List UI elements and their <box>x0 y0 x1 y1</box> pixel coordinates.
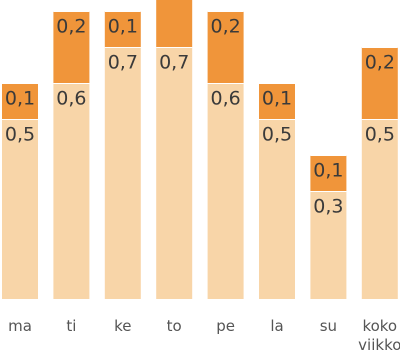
data-label-top-1: 0,2 <box>56 16 86 38</box>
data-label-base-2: 0,7 <box>108 52 138 74</box>
data-label-top-0: 0,1 <box>5 88 35 110</box>
data-label-top-6: 0,1 <box>313 160 343 182</box>
bar-segment-top-3 <box>156 0 193 47</box>
data-label-base-7: 0,5 <box>365 124 395 146</box>
bar-segment-top-0 <box>2 83 38 119</box>
data-label-base-5: 0,5 <box>262 124 292 146</box>
category-label-1: ti <box>66 317 76 335</box>
data-label-top-7: 0,2 <box>365 52 395 74</box>
data-label-top-3: 0,2 <box>159 0 189 2</box>
category-label-4: pe <box>216 317 235 335</box>
category-label-line: to <box>167 317 182 335</box>
data-label-top-4: 0,2 <box>210 16 240 38</box>
category-label-line: su <box>320 317 337 335</box>
category-labels-layer: ma ti ke to pe la su koko viikko <box>8 317 400 354</box>
bar-segment-base-3 <box>156 47 193 299</box>
category-label-6: su <box>320 317 337 335</box>
category-label-line: ma <box>8 317 32 335</box>
bar-segment-top-4 <box>207 11 244 83</box>
data-labels-layer: 0,5 0,1 0,6 0,2 0,7 0,1 0,7 0,2 0,6 0,2 0,5 0,1 0,3 0… <box>5 0 395 218</box>
bar-segment-base-6 <box>310 191 347 299</box>
bar-segment-base-4 <box>207 83 244 299</box>
category-label-line: koko <box>362 317 397 335</box>
bar-segment-base-1 <box>53 83 90 299</box>
bar-segment-top-7 <box>361 47 398 119</box>
bars-layer <box>2 0 398 299</box>
bar-segment-base-0 <box>2 119 38 299</box>
bar-segment-base-5 <box>259 119 295 299</box>
data-label-top-2: 0,1 <box>108 16 138 38</box>
data-label-top-5: 0,1 <box>262 88 292 110</box>
category-label-line: la <box>270 317 283 335</box>
bar-segment-top-1 <box>53 11 90 83</box>
data-label-base-6: 0,3 <box>313 196 343 218</box>
data-label-base-1: 0,6 <box>56 88 86 110</box>
category-label-line: ti <box>66 317 76 335</box>
category-label-line: pe <box>216 317 235 335</box>
data-label-base-4: 0,6 <box>210 88 240 110</box>
bar-segment-base-2 <box>104 47 141 299</box>
bar-segment-top-2 <box>104 11 141 47</box>
category-label-5: la <box>270 317 283 335</box>
bar-segment-base-7 <box>361 119 398 299</box>
data-label-base-3: 0,7 <box>159 52 189 74</box>
category-label-0: ma <box>8 317 32 335</box>
category-label-line: viikko <box>358 336 400 354</box>
data-label-base-0: 0,5 <box>5 124 35 146</box>
category-label-2: ke <box>114 317 131 335</box>
bar-segment-top-5 <box>259 83 295 119</box>
category-label-7: koko viikko <box>358 317 400 354</box>
category-label-line: ke <box>114 317 131 335</box>
bar-segment-top-6 <box>310 155 347 191</box>
category-label-3: to <box>167 317 182 335</box>
